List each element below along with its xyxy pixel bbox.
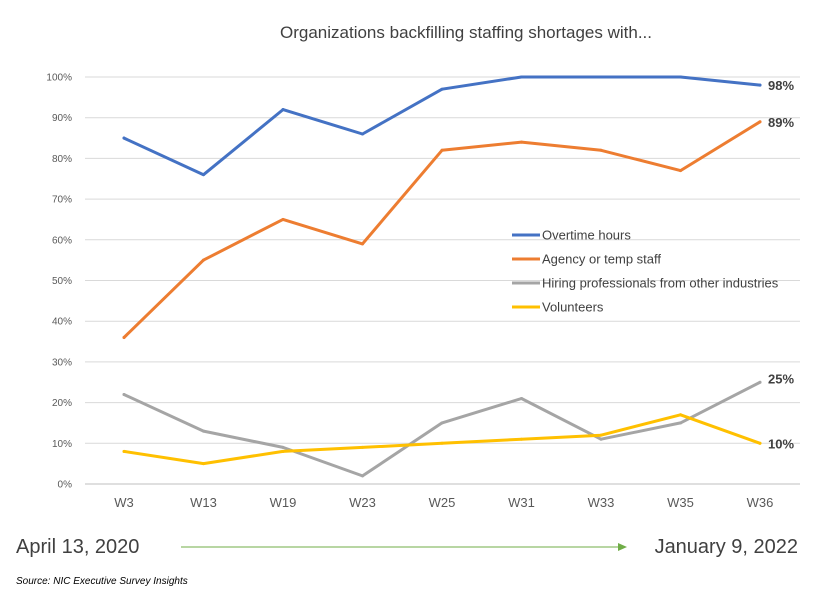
legend-label: Overtime hours [542, 228, 631, 243]
data-point [599, 437, 603, 441]
data-point [679, 169, 682, 173]
legend: Overtime hours Agency or temp staff Hiring… [512, 228, 779, 315]
data-point [361, 132, 364, 136]
data-point [281, 449, 285, 453]
data-point [440, 421, 444, 425]
data-point [599, 433, 603, 437]
y-tick-label: 60% [52, 235, 72, 246]
legend-label: Hiring professionals from other industri… [542, 276, 779, 291]
x-tick-label: W35 [667, 495, 694, 510]
data-point [202, 462, 205, 466]
y-tick-label: 10% [52, 439, 72, 450]
data-point [361, 474, 364, 478]
data-point [361, 242, 364, 246]
gridlines [85, 76, 800, 485]
timeline-start-date: April 13, 2020 [16, 536, 140, 558]
y-tick-label: 40% [52, 317, 72, 328]
y-tick-label: 100% [46, 73, 72, 84]
data-point [520, 437, 523, 441]
timeline-end-date: January 9, 2022 [654, 536, 798, 558]
data-point [281, 217, 285, 221]
x-tick-label: W19 [270, 495, 297, 510]
series-line [122, 75, 762, 177]
y-tick-label: 70% [52, 195, 72, 206]
data-point [599, 75, 603, 79]
data-point [679, 413, 682, 417]
end-value-label: 25% [768, 371, 794, 386]
series-lines [122, 75, 762, 478]
series-line [122, 120, 762, 339]
y-tick-label: 90% [52, 113, 72, 124]
data-point [520, 140, 523, 144]
x-tick-label: W33 [588, 495, 615, 510]
x-tick-label: W3 [114, 495, 134, 510]
y-tick-label: 0% [58, 480, 73, 491]
data-point [202, 429, 205, 433]
data-point [440, 87, 444, 91]
data-point [202, 258, 205, 262]
y-axis-ticks: 0% 10% 20% 30% 40% 50% 60% 70% 80% 90% 100% [46, 73, 72, 491]
end-value-label: 10% [768, 436, 794, 451]
y-tick-label: 30% [52, 357, 72, 368]
legend-label: Volunteers [542, 300, 604, 315]
data-point [122, 392, 126, 396]
legend-label: Agency or temp staff [542, 252, 661, 267]
x-tick-label: W31 [508, 495, 535, 510]
end-value-label: 98% [768, 78, 794, 93]
y-tick-label: 80% [52, 154, 72, 165]
timeline-arrow [181, 543, 627, 551]
data-point [758, 441, 762, 445]
x-tick-label: W36 [747, 495, 774, 510]
data-point [520, 75, 523, 79]
data-point [520, 397, 523, 401]
data-point [758, 120, 762, 124]
end-value-label: 89% [768, 115, 794, 130]
data-point [758, 380, 762, 384]
end-labels: 98% 89% 25% 10% [768, 78, 794, 451]
data-point [122, 335, 126, 339]
data-point [440, 148, 444, 152]
data-point [679, 421, 682, 425]
data-point [440, 441, 444, 445]
data-point [679, 75, 682, 79]
data-point [599, 148, 603, 152]
data-point [202, 173, 205, 177]
x-tick-label: W25 [429, 495, 456, 510]
data-point [758, 83, 762, 87]
data-point [122, 449, 126, 453]
source-note: Source: NIC Executive Survey Insights [16, 576, 188, 587]
x-axis-ticks: W3 W13 W19 W23 W25 W31 W33 W35 W36 [114, 495, 773, 510]
y-tick-label: 20% [52, 398, 72, 409]
y-tick-label: 50% [52, 276, 72, 287]
x-tick-label: W23 [349, 495, 376, 510]
x-tick-label: W13 [190, 495, 217, 510]
arrow-head [618, 543, 627, 551]
data-point [281, 445, 285, 449]
data-point [122, 136, 126, 140]
data-point [281, 108, 285, 112]
data-point [361, 445, 364, 449]
chart-title: Organizations backfilling staffing short… [280, 23, 652, 42]
